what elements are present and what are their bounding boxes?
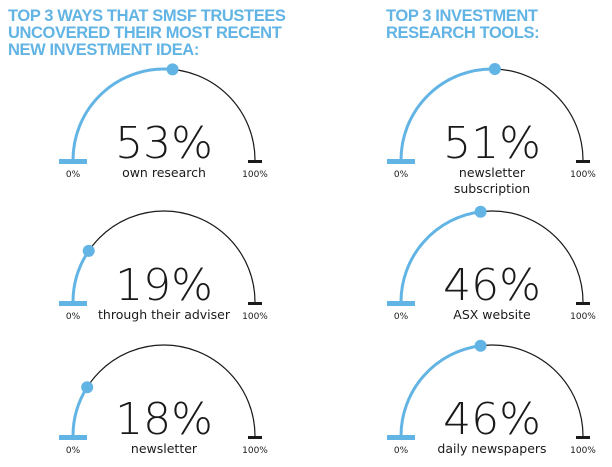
gauge-category-label: subscription <box>454 181 530 196</box>
gauge-min-cap <box>387 435 415 440</box>
gauge-min-label: 0% <box>394 312 409 322</box>
left-title-line: UNCOVERED THEIR MOST RECENT <box>8 24 282 42</box>
gauge-max-label: 100% <box>570 170 596 180</box>
left-title-line: NEW INVESTMENT IDEA: <box>8 41 199 59</box>
gauge-value-arc <box>71 250 90 303</box>
gauge-value-label: 19% <box>115 260 213 311</box>
gauge-value-label: 46% <box>443 260 541 311</box>
gauge-category-label: daily newspapers <box>437 441 546 456</box>
gauge-value-label: 51% <box>443 118 541 169</box>
gauge-max-label: 100% <box>242 446 268 456</box>
gauge-min-label: 0% <box>66 446 81 456</box>
gauge-marker-dot <box>81 381 94 394</box>
gauge-max-cap <box>248 160 262 163</box>
gauge-max-cap <box>576 436 590 439</box>
right-panel-title: TOP 3 INVESTMENT RESEARCH TOOLS: <box>386 7 540 42</box>
gauge-value-arc <box>71 386 89 437</box>
gauge-min-label: 0% <box>394 170 409 180</box>
gauge-max-label: 100% <box>242 170 268 180</box>
gauge-max-label: 100% <box>570 312 596 322</box>
gauge-marker-dot <box>166 63 179 76</box>
gauge-marker-dot <box>82 244 95 257</box>
gauge-min-cap <box>59 435 87 440</box>
gauge-max-cap <box>248 436 262 439</box>
gauge-marker-dot <box>474 205 487 218</box>
left-title-line: TOP 3 WAYS THAT SMSF TRUSTEES <box>8 7 286 25</box>
gauge-category-label: ASX website <box>453 307 531 322</box>
gauge-value-arc <box>399 210 481 303</box>
left-panel-title: TOP 3 WAYS THAT SMSF TRUSTEES UNCOVERED … <box>8 8 286 59</box>
gauge-max-cap <box>576 160 590 163</box>
gauge-marker-dot <box>488 63 501 76</box>
gauge-marker-dot <box>474 339 487 352</box>
gauge-value-arc <box>399 67 495 161</box>
right-title-line: RESEARCH TOOLS: <box>386 24 540 42</box>
gauge-category-label: newsletter <box>131 441 198 456</box>
gauge-min-label: 0% <box>66 312 81 322</box>
gauge-min-label: 0% <box>394 446 409 456</box>
gauge-category-label: newsletter <box>459 165 526 180</box>
gauge-max-label: 100% <box>570 446 596 456</box>
gauge-category-label: through their adviser <box>98 307 231 322</box>
gauge-max-label: 100% <box>242 312 268 322</box>
gauge-min-cap <box>59 301 87 306</box>
gauge-value-label: 53% <box>115 118 213 169</box>
gauge-value-label: 18% <box>115 394 213 445</box>
gauge-max-cap <box>248 302 262 305</box>
gauge-value-arc <box>71 67 173 161</box>
gauge-min-cap <box>387 159 415 164</box>
gauge-value-label: 46% <box>443 394 541 445</box>
gauge-min-label: 0% <box>66 170 81 180</box>
gauge-value-arc <box>399 344 481 437</box>
right-title-line: TOP 3 INVESTMENT <box>386 7 538 25</box>
gauge-min-cap <box>387 301 415 306</box>
gauge-min-cap <box>59 159 87 164</box>
gauge-category-label: own research <box>122 165 206 180</box>
gauge-max-cap <box>576 302 590 305</box>
